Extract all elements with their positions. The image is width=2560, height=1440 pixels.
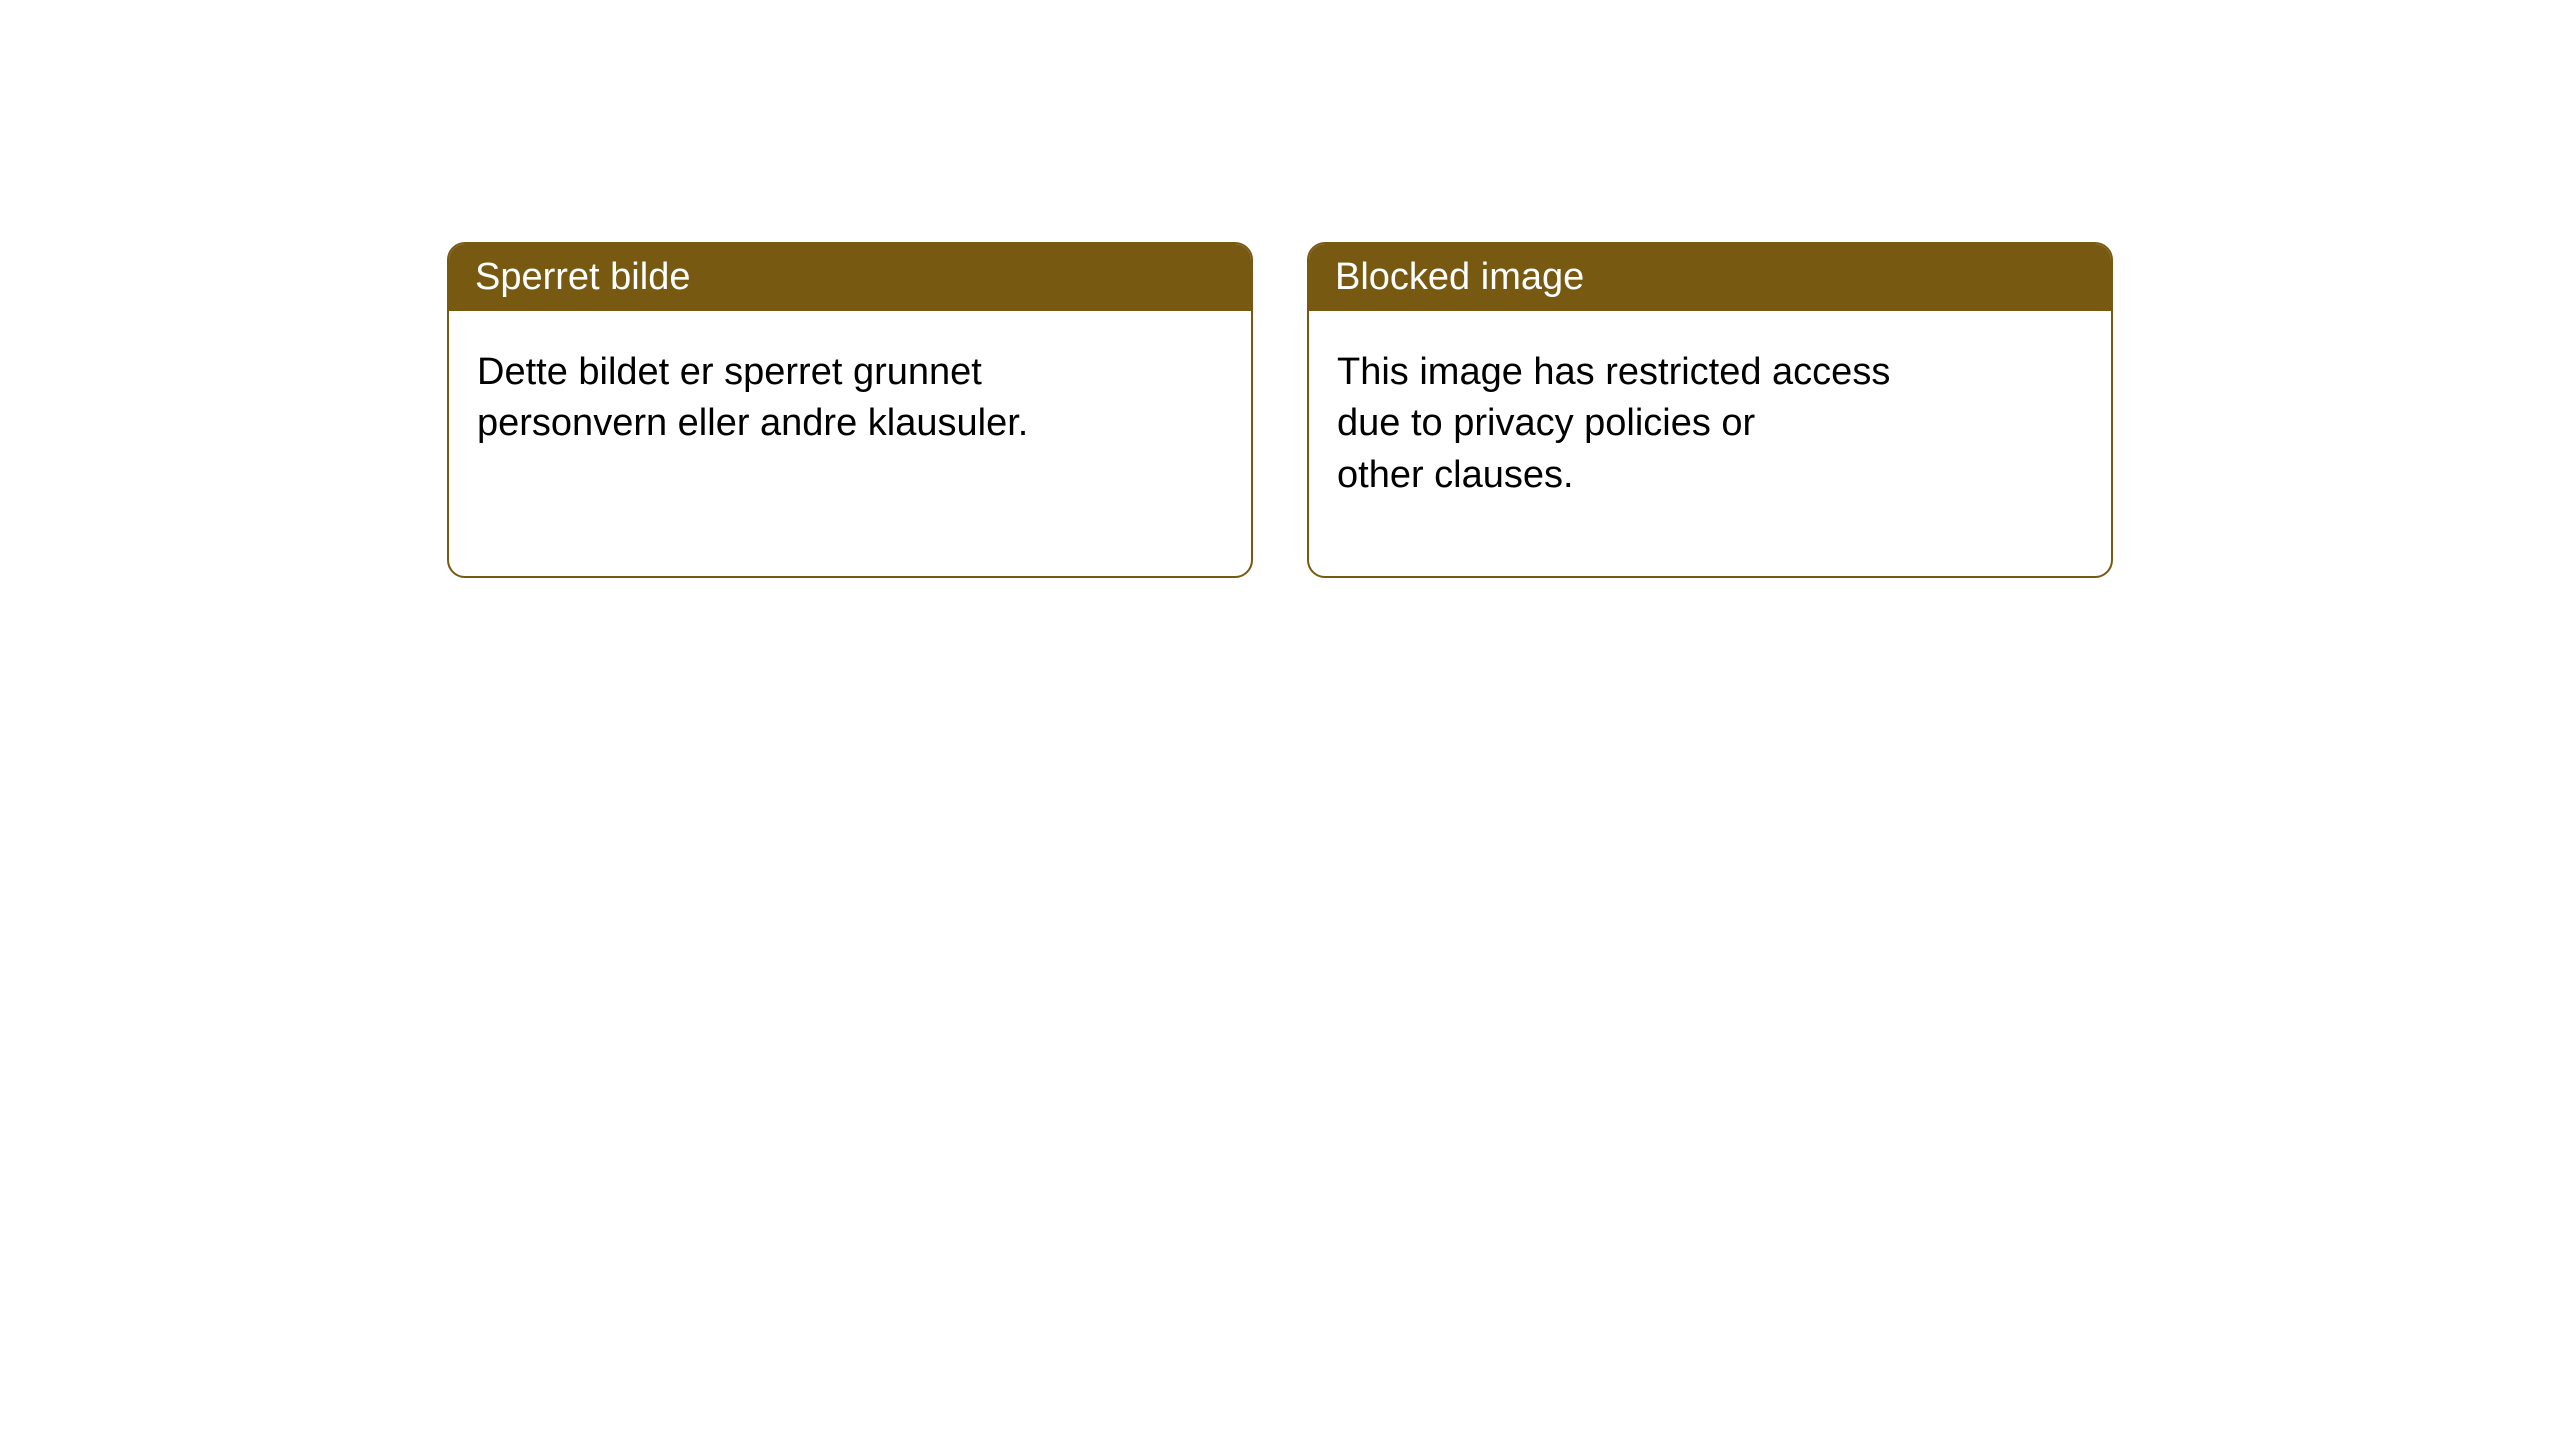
card-title: Blocked image bbox=[1335, 256, 1584, 298]
card-title: Sperret bilde bbox=[475, 256, 690, 298]
blocked-image-card-no: Sperret bilde Dette bildet er sperret gr… bbox=[447, 242, 1253, 578]
cards-container: Sperret bilde Dette bildet er sperret gr… bbox=[0, 0, 2560, 578]
card-body: Dette bildet er sperret grunnet personve… bbox=[449, 311, 1251, 486]
card-header: Sperret bilde bbox=[449, 244, 1251, 311]
card-body-text: This image has restricted access due to … bbox=[1337, 351, 1890, 496]
card-body: This image has restricted access due to … bbox=[1309, 311, 2111, 537]
card-header: Blocked image bbox=[1309, 244, 2111, 311]
card-body-text: Dette bildet er sperret grunnet personve… bbox=[477, 351, 1028, 444]
blocked-image-card-en: Blocked image This image has restricted … bbox=[1307, 242, 2113, 578]
